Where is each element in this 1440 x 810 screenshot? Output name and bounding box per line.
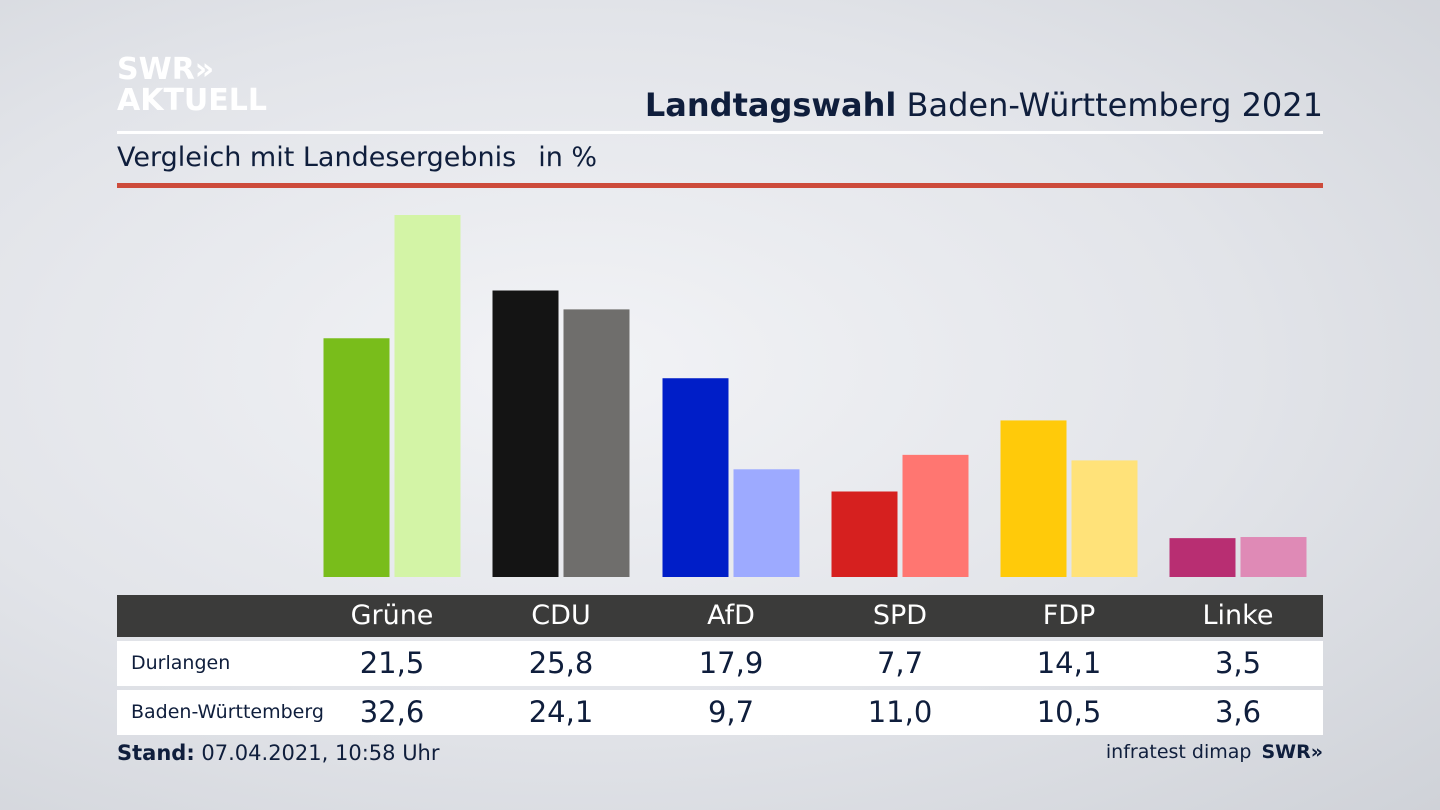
logo-line-1: SWR»: [117, 52, 215, 87]
header-divider: [117, 131, 1323, 134]
column-header: SPD: [872, 600, 928, 631]
column-header: FDP: [1042, 600, 1096, 631]
bar-cdu-series-1: [492, 290, 559, 577]
table-cell: 25,8: [528, 646, 594, 680]
column-header: CDU: [531, 600, 591, 631]
source-text: infratest dimap: [1105, 741, 1252, 763]
table-cell: 24,1: [528, 695, 594, 729]
table-cell: 14,1: [1036, 646, 1102, 680]
table-row: Durlangen 21,5 25,8 17,9 7,7 14,1 3,5: [117, 641, 1323, 686]
results-table: Grüne CDU AfD SPD FDP Linke Durlangen 21,5 25,…: [117, 595, 1323, 735]
table-cell: 10,5: [1036, 695, 1102, 729]
table-cell: 7,7: [876, 646, 924, 680]
page-title-bold: Landtagswahl: [644, 86, 897, 124]
bar-fdp-series-2: [1071, 460, 1138, 577]
table-header-row: Grüne CDU AfD SPD FDP Linke: [117, 595, 1323, 637]
bar-spd-series-2: [902, 454, 969, 577]
row-label: Durlangen: [131, 652, 231, 674]
bar-spd-series-1: [831, 491, 898, 577]
swr-aktuell-logo: SWR» AKTUELL: [117, 54, 267, 116]
column-header: AfD: [707, 600, 755, 631]
subtitle-text: Vergleich mit Landesergebnis: [117, 142, 517, 173]
table-row: Baden-Württemberg 32,6 24,1 9,7 11,0 10,5 3,6: [117, 690, 1323, 735]
table-cell: 3,6: [1214, 695, 1262, 729]
table-cell: 17,9: [698, 646, 764, 680]
table-cell: 11,0: [867, 695, 933, 729]
accent-rule: [117, 183, 1323, 188]
source-credit: infratest dimap SWR»: [1106, 741, 1323, 763]
swr-brand: SWR»: [1261, 741, 1323, 763]
bar-linke-series-2: [1240, 537, 1307, 577]
table-cell: 21,5: [359, 646, 425, 680]
bar-afd-series-1: [662, 378, 729, 577]
page-title-rest: Baden-Württemberg 2021: [906, 86, 1324, 124]
subtitle-unit: in %: [538, 142, 598, 173]
bar-grne-series-2: [394, 215, 461, 577]
table-cell: 3,5: [1214, 646, 1262, 680]
column-header: Grüne: [350, 600, 434, 631]
table-cell: 32,6: [359, 695, 425, 729]
bar-fdp-series-1: [1000, 420, 1067, 577]
bar-grne-series-1: [323, 338, 390, 577]
column-header: Linke: [1202, 600, 1274, 631]
bar-afd-series-2: [733, 469, 800, 577]
stand-label: Stand:: [117, 741, 195, 765]
chart-subtitle: Vergleich mit Landesergebnis in %: [117, 142, 597, 173]
logo-line-2: AKTUELL: [117, 83, 268, 118]
timestamp: Stand: 07.04.2021, 10:58 Uhr: [117, 741, 440, 765]
bar-linke-series-1: [1169, 538, 1236, 577]
bar-cdu-series-2: [563, 309, 630, 577]
row-label: Baden-Württemberg: [131, 701, 324, 723]
page-title: Landtagswahl Baden-Württemberg 2021: [645, 86, 1323, 124]
stand-value: 07.04.2021, 10:58 Uhr: [201, 741, 440, 765]
table-cell: 9,7: [707, 695, 755, 729]
